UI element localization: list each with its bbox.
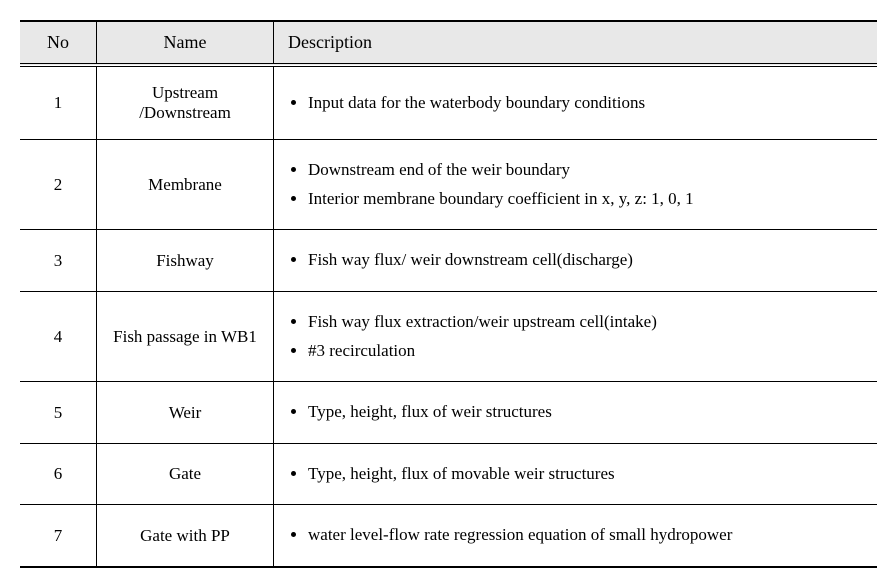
description-list: Fish way flux extraction/weir upstream c…: [288, 308, 877, 365]
description-item: Downstream end of the weir boundary: [308, 156, 877, 185]
table-row: 3Fishway Fish way flux/ weir downstream c…: [20, 230, 877, 292]
description-item: Type, height, flux of movable weir struc…: [308, 460, 877, 489]
cell-no: 3: [20, 230, 97, 292]
cell-name: Fish passage in WB1: [97, 291, 274, 381]
cell-no: 5: [20, 382, 97, 444]
cell-name: Weir: [97, 382, 274, 444]
description-item: Interior membrane boundary coefficient i…: [308, 185, 877, 214]
description-item: Fish way flux/ weir downstream cell(disc…: [308, 246, 877, 275]
cell-no: 4: [20, 291, 97, 381]
definitions-table: No Name Description 1Upstream /Downstrea…: [20, 20, 877, 568]
description-item: #3 recirculation: [308, 337, 877, 366]
cell-name: Fishway: [97, 230, 274, 292]
table-row: 4Fish passage in WB1 Fish way flux extrac…: [20, 291, 877, 381]
header-row: No Name Description: [20, 21, 877, 65]
description-list: water level-flow rate regression equatio…: [288, 521, 877, 550]
cell-name: Upstream /Downstream: [97, 65, 274, 140]
description-list: Fish way flux/ weir downstream cell(disc…: [288, 246, 877, 275]
col-header-name: Name: [97, 21, 274, 65]
description-list: Type, height, flux of movable weir struc…: [288, 460, 877, 489]
table-body: 1Upstream /Downstream Input data for the …: [20, 65, 877, 567]
col-header-desc: Description: [274, 21, 877, 65]
cell-name: Membrane: [97, 140, 274, 230]
cell-description: Fish way flux/ weir downstream cell(disc…: [274, 230, 877, 292]
cell-no: 1: [20, 65, 97, 140]
description-item: water level-flow rate regression equatio…: [308, 521, 877, 550]
table-row: 7Gate with PP water level-flow rate regre…: [20, 505, 877, 567]
cell-description: water level-flow rate regression equatio…: [274, 505, 877, 567]
cell-no: 6: [20, 443, 97, 505]
description-list: Type, height, flux of weir structures: [288, 398, 877, 427]
cell-no: 2: [20, 140, 97, 230]
description-list: Downstream end of the weir boundaryInter…: [288, 156, 877, 213]
table-row: 5Weir Type, height, flux of weir structur…: [20, 382, 877, 444]
description-item: Fish way flux extraction/weir upstream c…: [308, 308, 877, 337]
cell-description: Fish way flux extraction/weir upstream c…: [274, 291, 877, 381]
cell-no: 7: [20, 505, 97, 567]
cell-name: Gate with PP: [97, 505, 274, 567]
table-row: 6Gate Type, height, flux of movable weir …: [20, 443, 877, 505]
description-item: Type, height, flux of weir structures: [308, 398, 877, 427]
cell-description: Input data for the waterbody boundary co…: [274, 65, 877, 140]
cell-description: Downstream end of the weir boundaryInter…: [274, 140, 877, 230]
description-item: Input data for the waterbody boundary co…: [308, 89, 877, 118]
table-row: 2MembraneDownstream end of the weir boun…: [20, 140, 877, 230]
col-header-no: No: [20, 21, 97, 65]
cell-description: Type, height, flux of weir structures: [274, 382, 877, 444]
cell-description: Type, height, flux of movable weir struc…: [274, 443, 877, 505]
table-row: 1Upstream /Downstream Input data for the …: [20, 65, 877, 140]
cell-name: Gate: [97, 443, 274, 505]
description-list: Input data for the waterbody boundary co…: [288, 89, 877, 118]
